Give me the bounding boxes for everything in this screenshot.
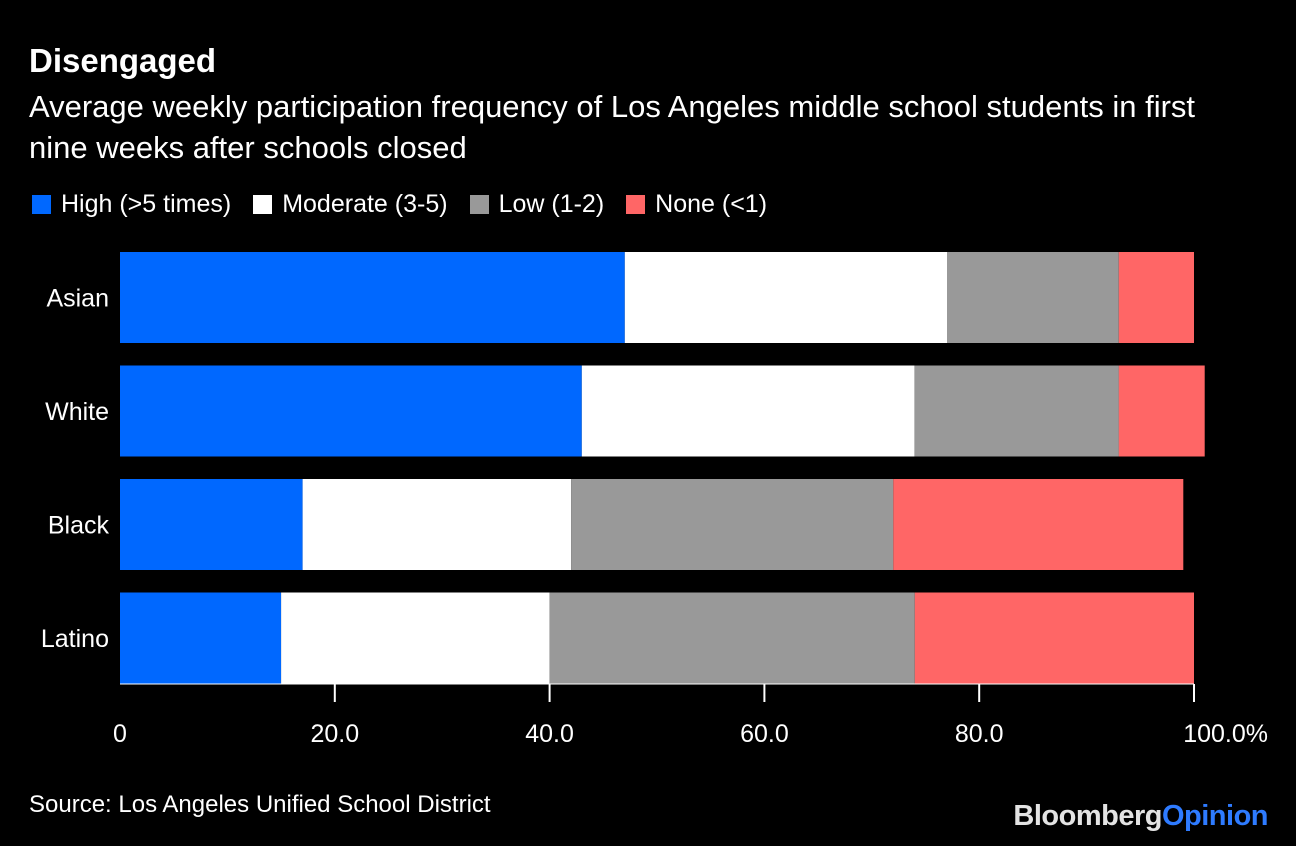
bar-black-moderate	[302, 479, 572, 570]
legend-label-moderate: Moderate (3-5)	[282, 190, 448, 218]
category-label-asian: Asian	[46, 285, 109, 313]
legend-label-none: None (<1)	[655, 190, 768, 218]
bar-latino-low	[549, 592, 915, 684]
bar-black-none	[893, 479, 1184, 570]
legend-label-low: Low (1-2)	[498, 190, 605, 218]
x-tick-label-100: 100.0%	[1183, 720, 1268, 748]
chart-subtitle: Average weekly participation frequency o…	[29, 89, 1196, 165]
brand-part-bloomberg: Bloomberg	[1013, 800, 1162, 832]
legend-item-high: High (>5 times)	[32, 190, 231, 219]
legend-swatch-low	[469, 195, 489, 214]
x-tick-label-80: 80.0	[955, 720, 1004, 748]
legend-swatch-moderate	[253, 195, 273, 214]
x-tick-label-20: 20.0	[310, 720, 359, 748]
category-label-black: Black	[48, 512, 110, 540]
legend: High (>5 times) Moderate (3-5) Low (1-2)…	[32, 190, 789, 219]
bar-latino-high	[120, 592, 282, 684]
category-label-white: White	[45, 398, 109, 426]
source-note: Source: Los Angeles Unified School Distr…	[29, 791, 491, 818]
bar-asian-high	[120, 252, 625, 343]
bar-asian-none	[1118, 252, 1194, 343]
chart-title: Disengaged	[29, 42, 217, 79]
bar-asian-low	[947, 252, 1119, 343]
bar-latino-none	[914, 592, 1194, 684]
legend-swatch-none	[626, 195, 646, 214]
bloomberg-opinion-logo: BloombergOpinion	[1013, 800, 1268, 833]
x-tick-label-60: 60.0	[740, 720, 789, 748]
bar-white-high	[120, 365, 582, 457]
brand-part-opinion: Opinion	[1161, 800, 1269, 832]
legend-item-none: None (<1)	[626, 190, 767, 219]
bar-white-low	[914, 365, 1119, 457]
bar-white-none	[1118, 365, 1205, 457]
legend-swatch-high	[32, 195, 51, 214]
category-label-latino: Latino	[41, 625, 109, 653]
x-tick-label-0: 0	[113, 720, 127, 748]
bar-asian-moderate	[624, 252, 947, 343]
x-tick-label-40: 40.0	[525, 720, 574, 748]
legend-item-moderate: Moderate (3-5)	[253, 190, 448, 219]
bar-white-moderate	[581, 365, 915, 457]
bar-black-high	[120, 479, 303, 570]
legend-item-low: Low (1-2)	[469, 190, 605, 219]
legend-label-high: High (>5 times)	[61, 190, 232, 218]
bar-latino-moderate	[281, 592, 550, 684]
bar-black-low	[571, 479, 894, 570]
